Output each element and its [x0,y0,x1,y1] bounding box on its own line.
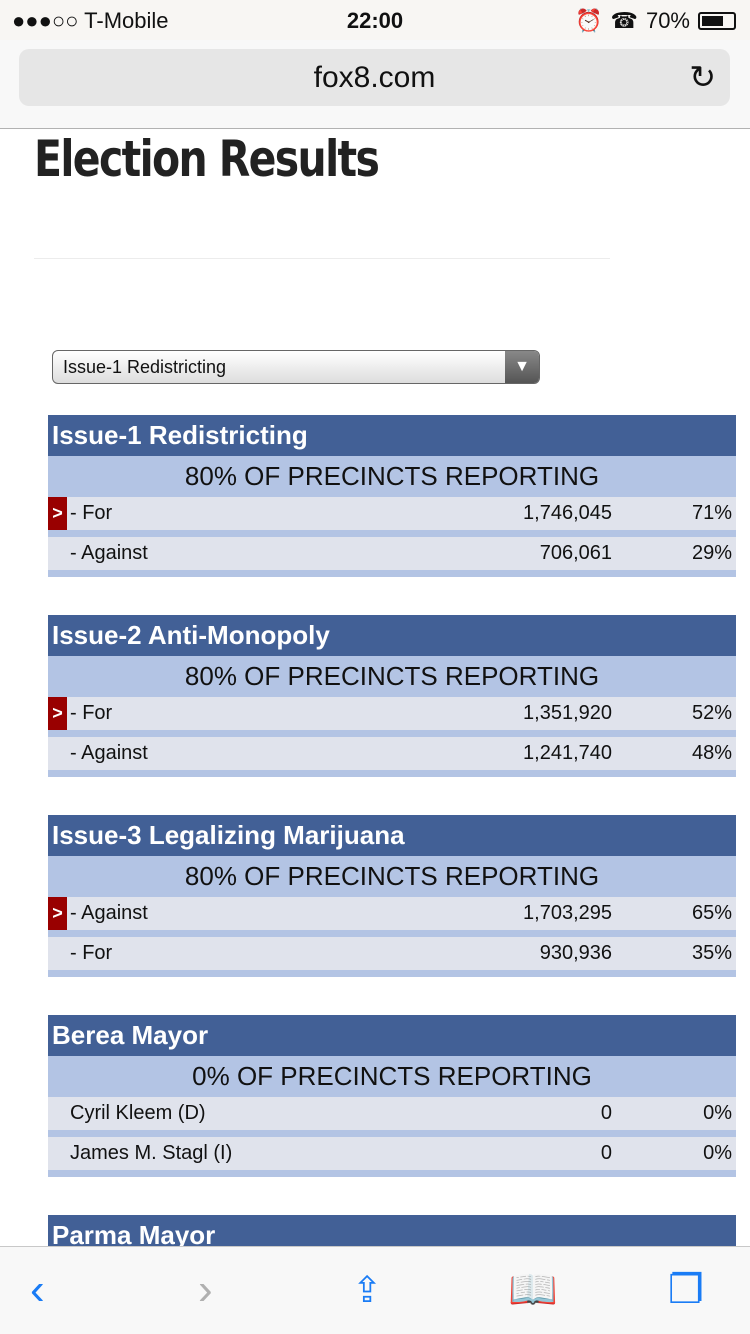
choice-name: - Against [70,542,148,564]
back-icon[interactable]: ‹ [30,1265,45,1314]
vote-percent: 35% [691,942,732,964]
battery-icon [698,12,736,30]
table-row: - Against 1,241,740 48% [48,737,736,777]
table-row: > - For 1,746,045 71% [48,497,736,537]
precincts-reporting: 80% OF PRECINCTS REPORTING [48,856,736,897]
carrier: ●●●○○ T-Mobile [12,8,169,33]
choice-name: - For [70,942,113,964]
leader-marker-icon: > [48,697,67,730]
precincts-reporting: 80% OF PRECINCTS REPORTING [48,456,736,497]
vote-percent: 29% [691,542,732,564]
choice-name: Cyril Kleem (D) [70,1102,206,1124]
vote-percent: 65% [691,902,732,924]
share-icon[interactable]: ⇪ [352,1269,383,1310]
vote-count: 1,351,920 [523,702,612,724]
chevron-down-icon: ▼ [505,351,539,383]
battery-percent: 70% [645,8,690,33]
table-row: - For 930,936 35% [48,937,736,977]
table-row: > - Against 1,703,295 65% [48,897,736,937]
status-bar: ●●●○○ T-Mobile 22:00 ⏰ ☎ 70% [0,0,750,40]
race-table: Issue-3 Legalizing Marijuana 80% OF PRECI… [48,815,736,977]
vote-count: 1,703,295 [523,902,612,924]
vote-count: 930,936 [539,942,612,964]
leader-marker-icon: > [48,897,67,930]
tty-icon: ☎ [610,8,638,33]
race-table: Berea Mayor 0% OF PRECINCTS REPORTING Cyri… [48,1015,736,1177]
choice-name: - Against [70,742,148,764]
vote-count: 706,061 [539,542,612,564]
alarm-icon: ⏰ [575,8,603,33]
leader-marker-icon: > [48,497,67,530]
race-table: Issue-2 Anti-Monopoly 80% OF PRECINCTS RE… [48,615,736,777]
race-title: Issue-1 Redistricting [48,415,736,456]
browser-bar: fox8.com ↻ [0,40,750,129]
reload-icon[interactable]: ↻ [689,59,716,95]
race-table: Issue-1 Redistricting 80% OF PRECINCTS RE… [48,415,736,577]
choice-name: James M. Stagl (I) [70,1142,233,1164]
vote-percent: 0% [703,1102,732,1124]
choice-name: - For [70,502,113,524]
clock: 22:00 [346,8,404,33]
browser-toolbar: ‹ › ⇪ 📖 ❐ [0,1246,750,1334]
race-title: Issue-3 Legalizing Marijuana [48,815,736,856]
vote-count: 1,241,740 [523,742,612,764]
tabs-icon[interactable]: ❐ [668,1268,704,1312]
precincts-reporting: 80% OF PRECINCTS REPORTING [48,656,736,697]
vote-percent: 71% [691,502,732,524]
choice-name: - Against [70,902,148,924]
url-text: fox8.com [313,61,436,94]
race-select[interactable]: Issue-1 Redistricting ▼ [52,350,540,384]
race-title: Berea Mayor [48,1015,736,1056]
forward-icon[interactable]: › [198,1265,213,1314]
table-row: James M. Stagl (I) 0 0% [48,1137,736,1177]
vote-percent: 48% [691,742,732,764]
vote-percent: 0% [703,1142,732,1164]
table-row: > - For 1,351,920 52% [48,697,736,737]
table-row: Cyril Kleem (D) 0 0% [48,1097,736,1137]
vote-count: 0 [600,1142,612,1164]
select-value: Issue-1 Redistricting [63,357,227,377]
choice-name: - For [70,702,113,724]
precincts-reporting: 0% OF PRECINCTS REPORTING [48,1056,736,1097]
table-row: - Against 706,061 29% [48,537,736,577]
page-title: Election Results [34,130,380,188]
bookmarks-icon[interactable]: 📖 [508,1268,558,1312]
race-title: Issue-2 Anti-Monopoly [48,615,736,656]
address-bar[interactable]: fox8.com ↻ [19,49,730,106]
divider [34,258,610,259]
vote-count: 1,746,045 [523,502,612,524]
vote-count: 0 [600,1102,612,1124]
vote-percent: 52% [691,702,732,724]
